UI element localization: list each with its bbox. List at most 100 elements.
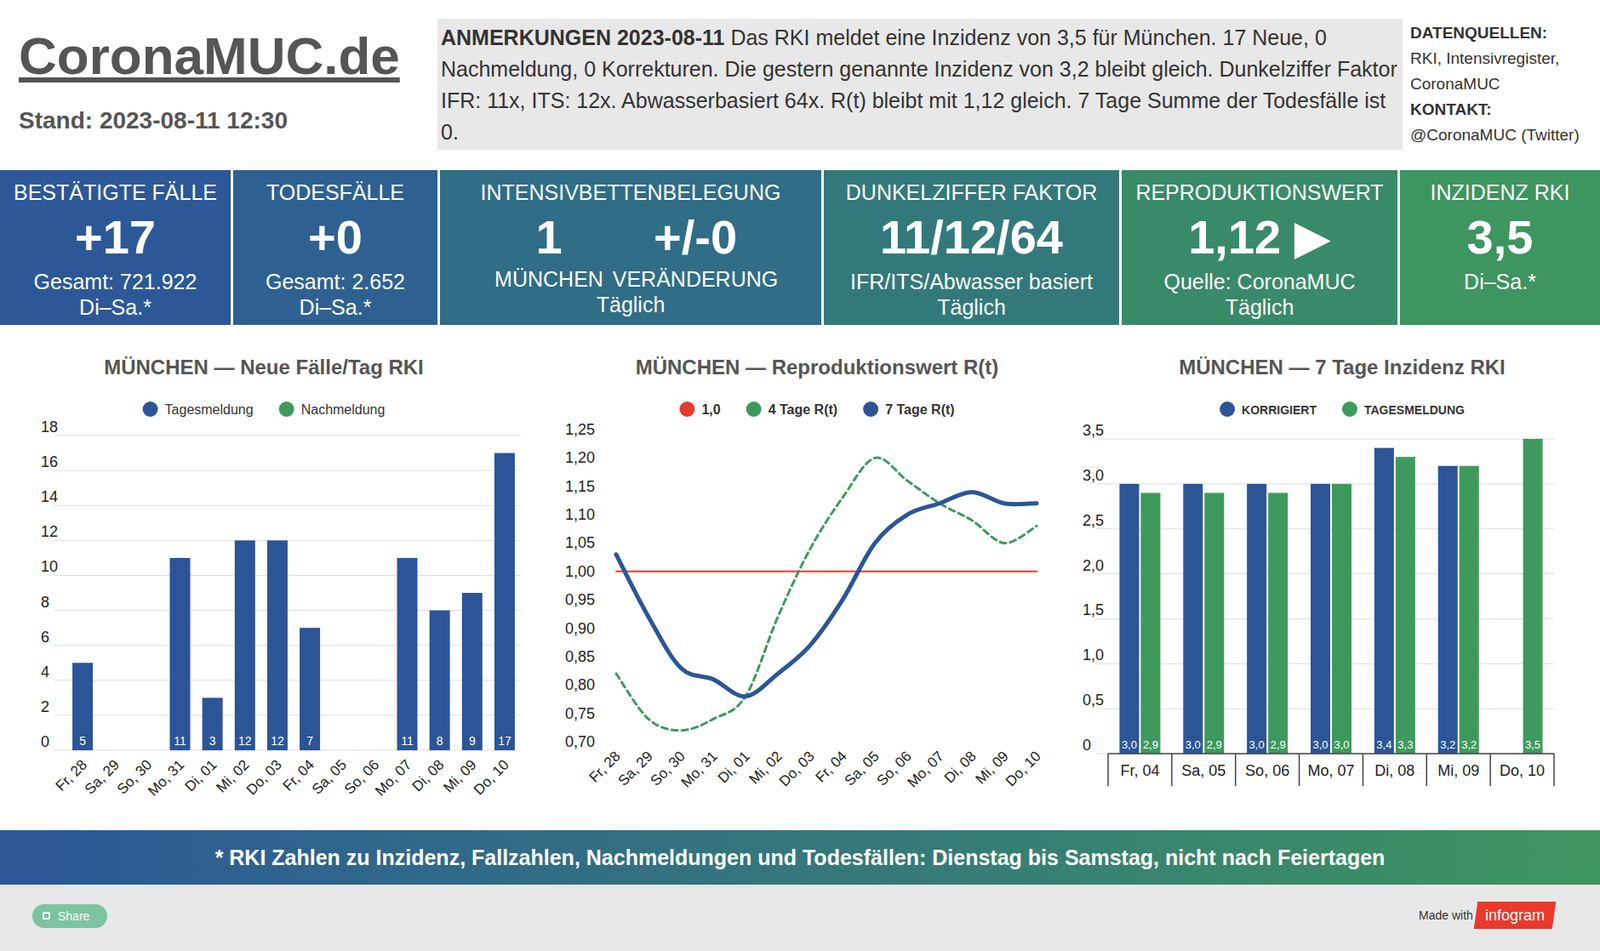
brand: infogram — [1475, 907, 1555, 925]
y-tick-label: 1,00 — [565, 563, 595, 581]
y-tick-label: 2 — [40, 698, 50, 716]
kpi-line: Di–Sa.* — [0, 294, 231, 320]
data-label: 11 — [400, 734, 414, 749]
x-tick-label: Sa, 29 — [81, 756, 123, 798]
contact: @CoronaMUC (Twitter) — [1410, 122, 1600, 149]
x-separator — [1171, 754, 1173, 787]
x-separator — [1298, 754, 1301, 787]
x-separator — [1234, 754, 1237, 787]
x-separator — [1489, 754, 1492, 787]
y-tick-label: 1,25 — [565, 421, 595, 439]
x-tick-label: Do, 10 — [1499, 762, 1545, 780]
contact-heading: KONTAKT: — [1410, 97, 1600, 123]
chart: MÜNCHEN — Neue Fälle/Tag RKITagesmeldung… — [40, 355, 521, 800]
bar — [299, 628, 320, 751]
x-tick-label: Mo, 31 — [144, 756, 188, 800]
grid-line — [54, 470, 521, 472]
data-label: 3,2 — [1461, 738, 1477, 752]
kpi-line: Gesamt: 721.922 — [0, 268, 231, 295]
bar — [1374, 448, 1395, 755]
y-tick-label: 1,05 — [565, 534, 595, 552]
grid-line — [54, 680, 521, 681]
line — [616, 457, 1037, 732]
bar — [1438, 466, 1458, 755]
bar — [1395, 457, 1416, 755]
kpi-title: BESTÄTIGTE FÄLLE — [0, 179, 231, 206]
kpi-value: 11/12/64 — [823, 210, 1120, 265]
x-tick-label: Mo, 07 — [1307, 762, 1355, 780]
data-label: 3,2 — [1440, 738, 1456, 752]
data-label: 3,0 — [1333, 738, 1349, 752]
bar — [397, 558, 418, 751]
y-tick-label: 0,5 — [1082, 691, 1104, 709]
data-label: 11 — [173, 734, 187, 749]
sources-heading: DATENQUELLEN: — [1410, 20, 1600, 46]
x-tick-label: Mo, 31 — [678, 748, 721, 791]
kpi-line: Täglich — [823, 294, 1120, 320]
share-button[interactable]: Share — [32, 904, 108, 929]
kpi-tile: INTENSIVBETTENBELEGUNG1MÜNCHEN+/-0VERÄND… — [440, 170, 822, 326]
legend-marker — [1219, 401, 1235, 418]
y-tick-label: 0,70 — [565, 733, 595, 751]
bar — [1140, 492, 1160, 755]
kpi-tile: TODESFÄLLE+0Gesamt: 2.652Di–Sa.* — [233, 170, 438, 326]
plot — [616, 457, 1037, 732]
grid-line — [54, 714, 521, 716]
data-label: 3,0 — [1121, 738, 1138, 752]
kpi-line: IFR/ITS/Abwasser basiert — [823, 268, 1120, 295]
legend: 1,04 Tage R(t)7 Tage R(t) — [679, 401, 955, 418]
grid-line — [54, 505, 521, 507]
legend-marker — [1342, 401, 1358, 418]
y-tick-label: 0,85 — [565, 648, 595, 666]
brand-box: infogram — [1474, 902, 1556, 930]
share-icon — [42, 912, 51, 920]
bar — [1268, 492, 1288, 755]
x-separator — [1553, 754, 1555, 787]
y-tick-label: 0,80 — [565, 676, 595, 694]
sources-text: RKI, Intensivregister, CoronaMUC — [1410, 45, 1600, 98]
x-tick-label: Do, 10 — [470, 756, 513, 799]
data-label: 2,9 — [1142, 738, 1159, 752]
kpi-line: Gesamt: 2.652 — [233, 268, 438, 295]
y-tick-label: 16 — [40, 453, 58, 471]
bar — [72, 662, 93, 751]
legend: KORRIGIERTTAGESMELDUNG — [1219, 401, 1465, 418]
legend-label: KORRIGIERT — [1241, 403, 1317, 418]
x-tick-label: Di, 01 — [182, 756, 221, 795]
bar — [1310, 484, 1331, 755]
y-tick-label: 0,95 — [565, 591, 595, 609]
y-tick-label: 1,10 — [565, 506, 595, 524]
footer-band: * RKI Zahlen zu Inzidenz, Fallzahlen, Na… — [0, 830, 1600, 886]
bar — [234, 540, 256, 751]
footer-note: * RKI Zahlen zu Inzidenz, Fallzahlen, Na… — [0, 845, 1600, 871]
data-label: 2,9 — [1206, 738, 1223, 752]
data-label: 7 — [306, 734, 314, 749]
data-label: 12 — [238, 734, 252, 749]
y-tick-label: 10 — [40, 558, 58, 576]
bottom-bar: ShareMade withinfogram — [0, 885, 1600, 951]
charts-svg: MÜNCHEN — Neue Fälle/Tag RKITagesmeldung… — [0, 0, 1600, 951]
x-tick-label: Mi, 09 — [1437, 762, 1480, 780]
chart-title: MÜNCHEN — Reproduktionswert R(t) — [635, 355, 1000, 379]
annotation-box: ANMERKUNGEN 2023-08-11 Das RKI meldet ei… — [437, 18, 1403, 150]
kpi-line: Quelle: CoronaMUC — [1121, 268, 1398, 295]
bar — [267, 540, 288, 751]
kpi-value: +0 — [233, 210, 438, 265]
x-tick-label: Sa, 05 — [308, 756, 350, 798]
y-tick-label: 18 — [40, 418, 58, 436]
y-tick-label: 0 — [40, 733, 50, 751]
page: CoronaMUC.deStand: 2023-08-11 12:30ANMER… — [0, 0, 1600, 951]
x-tick-label: Di, 08 — [409, 756, 448, 795]
kpi-value: +/-0 — [567, 210, 823, 265]
bar — [1246, 484, 1267, 755]
line — [616, 491, 1037, 697]
grid-line — [54, 575, 521, 577]
data-label: 5 — [79, 734, 86, 749]
legend-label: 1,0 — [701, 402, 720, 418]
y-tick-label: 2,0 — [1082, 557, 1104, 575]
site-title: CoronaMUC.de — [18, 25, 400, 86]
annotation-heading: ANMERKUNGEN 2023-08-11 — [440, 25, 725, 50]
y-tick-label: 3,0 — [1082, 467, 1104, 485]
x-tick-label: Mo, 07 — [371, 756, 415, 800]
bar — [1119, 484, 1139, 755]
